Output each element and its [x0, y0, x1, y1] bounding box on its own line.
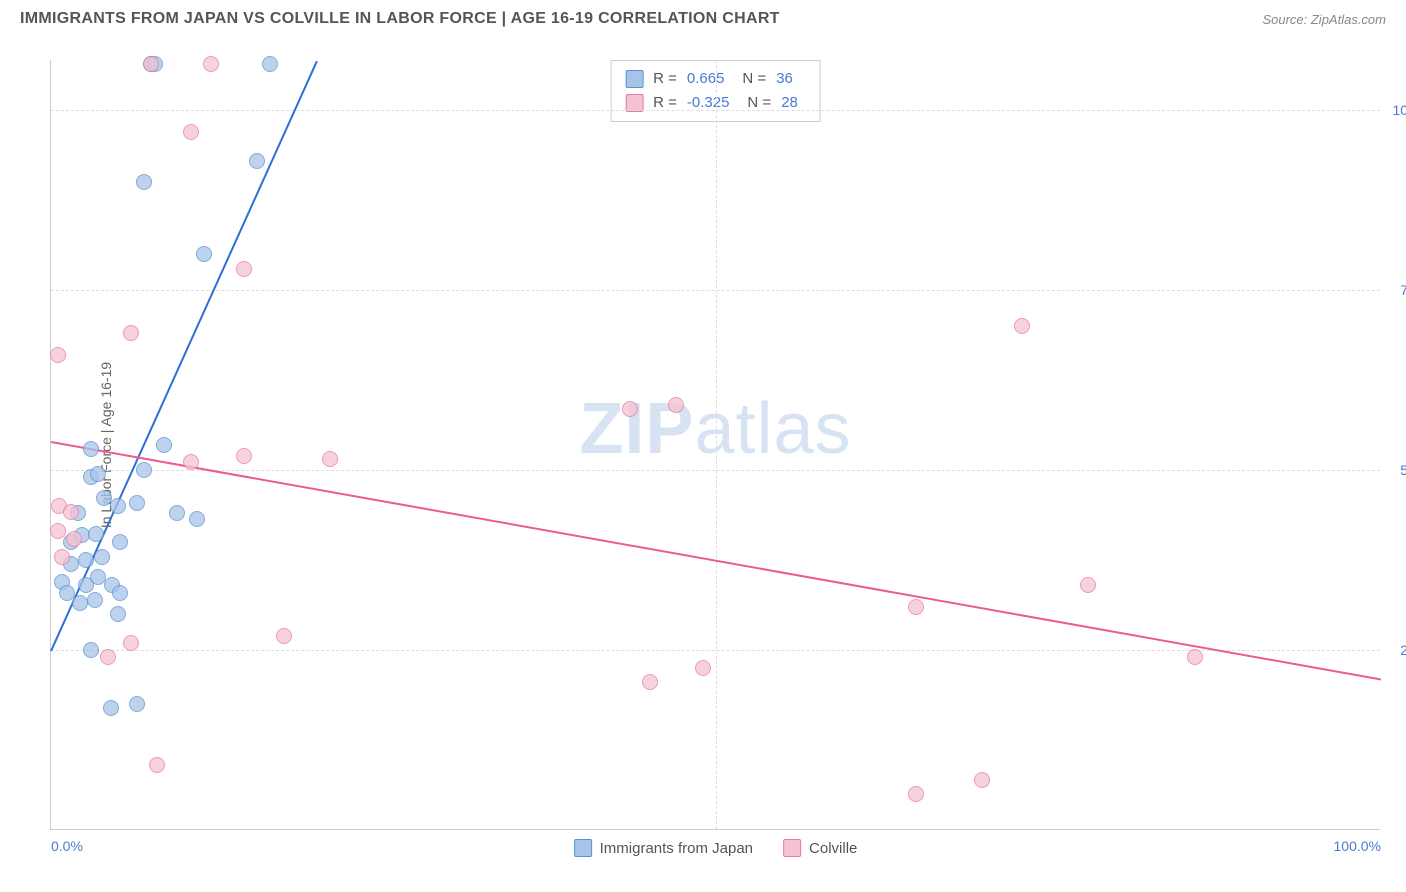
y-tick-label: 75.0%: [1385, 282, 1406, 298]
scatter-point: [149, 757, 165, 773]
scatter-point: [974, 772, 990, 788]
scatter-point: [94, 549, 110, 565]
scatter-point: [110, 606, 126, 622]
scatter-point: [123, 635, 139, 651]
scatter-point: [236, 261, 252, 277]
scatter-point: [90, 466, 106, 482]
scatter-point: [236, 448, 252, 464]
scatter-point: [1187, 649, 1203, 665]
x-tick-label: 100.0%: [1334, 838, 1381, 854]
y-tick-label: 50.0%: [1385, 462, 1406, 478]
y-tick-label: 100.0%: [1385, 102, 1406, 118]
scatter-point: [276, 628, 292, 644]
scatter-point: [78, 552, 94, 568]
scatter-point: [143, 56, 159, 72]
scatter-point: [100, 649, 116, 665]
scatter-point: [103, 700, 119, 716]
scatter-point: [129, 696, 145, 712]
scatter-point: [123, 325, 139, 341]
scatter-point: [83, 642, 99, 658]
legend-item-1: Immigrants from Japan: [574, 839, 753, 857]
series-2-swatch: [625, 94, 643, 112]
scatter-point: [90, 569, 106, 585]
scatter-point: [54, 549, 70, 565]
scatter-point: [169, 505, 185, 521]
source-attribution: Source: ZipAtlas.com: [1262, 12, 1386, 27]
scatter-point: [642, 674, 658, 690]
series-2-n-value: 28: [781, 91, 798, 115]
gridline-vertical: [716, 60, 717, 829]
scatter-point: [189, 511, 205, 527]
scatter-point: [695, 660, 711, 676]
scatter-point: [203, 56, 219, 72]
scatter-point: [1080, 577, 1096, 593]
scatter-point: [112, 585, 128, 601]
scatter-point: [668, 397, 684, 413]
scatter-point: [156, 437, 172, 453]
scatter-point: [196, 246, 212, 262]
scatter-point: [249, 153, 265, 169]
scatter-chart: In Labor Force | Age 16-19 ZIPatlas R = …: [50, 60, 1380, 830]
scatter-point: [183, 124, 199, 140]
series-2-r-value: -0.325: [687, 91, 730, 115]
scatter-point: [136, 174, 152, 190]
legend-label-2: Colville: [809, 840, 857, 857]
scatter-point: [88, 526, 104, 542]
scatter-point: [129, 495, 145, 511]
series-1-n-value: 36: [776, 67, 793, 91]
scatter-point: [262, 56, 278, 72]
chart-title: IMMIGRANTS FROM JAPAN VS COLVILLE IN LAB…: [20, 10, 780, 28]
scatter-point: [908, 786, 924, 802]
scatter-point: [622, 401, 638, 417]
scatter-point: [322, 451, 338, 467]
scatter-point: [50, 523, 66, 539]
chart-header: IMMIGRANTS FROM JAPAN VS COLVILLE IN LAB…: [0, 0, 1406, 36]
scatter-point: [87, 592, 103, 608]
x-tick-label: 0.0%: [51, 838, 83, 854]
legend-bottom: Immigrants from Japan Colville: [574, 839, 858, 857]
scatter-point: [136, 462, 152, 478]
scatter-point: [50, 347, 66, 363]
legend-item-2: Colville: [783, 839, 857, 857]
legend-swatch-2: [783, 839, 801, 857]
scatter-point: [66, 531, 82, 547]
scatter-point: [63, 504, 79, 520]
scatter-point: [183, 454, 199, 470]
series-1-r-value: 0.665: [687, 67, 725, 91]
scatter-point: [72, 595, 88, 611]
series-1-swatch: [625, 70, 643, 88]
scatter-point: [908, 599, 924, 615]
scatter-point: [1014, 318, 1030, 334]
legend-label-1: Immigrants from Japan: [600, 840, 753, 857]
scatter-point: [83, 441, 99, 457]
y-tick-label: 25.0%: [1385, 642, 1406, 658]
legend-swatch-1: [574, 839, 592, 857]
scatter-point: [110, 498, 126, 514]
scatter-point: [112, 534, 128, 550]
